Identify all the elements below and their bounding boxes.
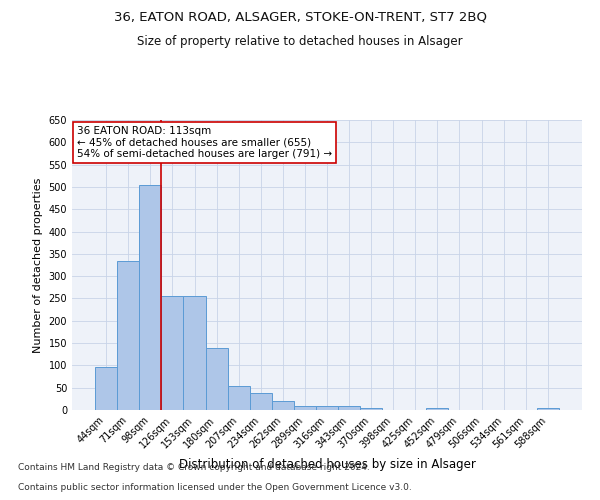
Bar <box>427 408 448 410</box>
Bar <box>537 408 559 410</box>
Bar <box>360 408 382 410</box>
Bar <box>338 406 360 410</box>
Bar <box>316 406 338 410</box>
Bar <box>184 296 206 410</box>
Text: Contains public sector information licensed under the Open Government Licence v3: Contains public sector information licen… <box>18 484 412 492</box>
Y-axis label: Number of detached properties: Number of detached properties <box>33 178 43 352</box>
Text: Size of property relative to detached houses in Alsager: Size of property relative to detached ho… <box>137 35 463 48</box>
Bar <box>250 394 272 410</box>
Bar <box>294 406 316 410</box>
Bar <box>117 260 139 410</box>
Bar <box>161 296 184 410</box>
Text: 36, EATON ROAD, ALSAGER, STOKE-ON-TRENT, ST7 2BQ: 36, EATON ROAD, ALSAGER, STOKE-ON-TRENT,… <box>113 10 487 23</box>
Bar <box>272 400 294 410</box>
Bar <box>227 386 250 410</box>
X-axis label: Distribution of detached houses by size in Alsager: Distribution of detached houses by size … <box>179 458 475 471</box>
Text: 36 EATON ROAD: 113sqm
← 45% of detached houses are smaller (655)
54% of semi-det: 36 EATON ROAD: 113sqm ← 45% of detached … <box>77 126 332 159</box>
Bar <box>206 348 227 410</box>
Bar <box>95 366 117 410</box>
Bar <box>139 184 161 410</box>
Text: Contains HM Land Registry data © Crown copyright and database right 2024.: Contains HM Land Registry data © Crown c… <box>18 464 370 472</box>
